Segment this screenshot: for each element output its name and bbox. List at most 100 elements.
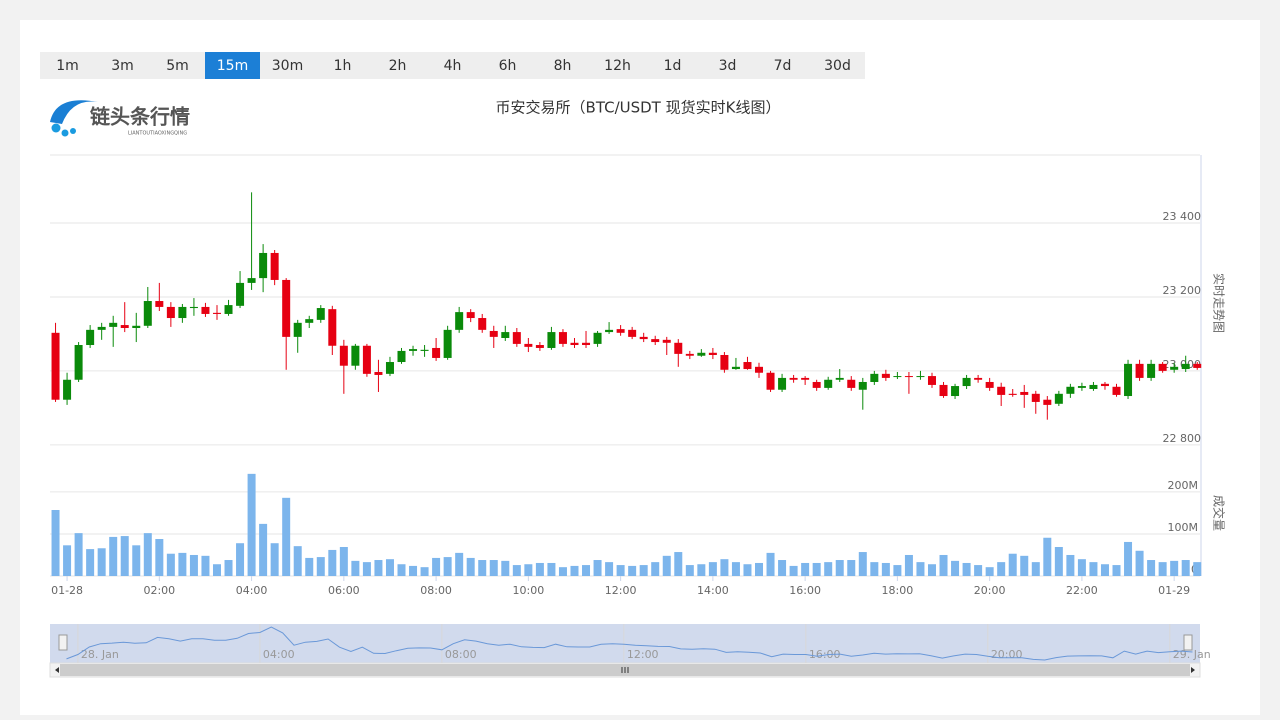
timeframe-label[interactable]: 30d [824, 58, 851, 74]
candle-body [1112, 386, 1121, 395]
candle-body [547, 332, 556, 348]
volume-bar [489, 560, 498, 576]
timeframe-label[interactable]: 2h [389, 58, 407, 74]
volume-bar [443, 557, 452, 576]
timeframe-button[interactable] [370, 52, 425, 79]
timeframe-label[interactable]: 15m [217, 58, 248, 74]
timeframe-button[interactable] [95, 52, 150, 79]
volume-bar [708, 562, 717, 576]
candle-body [397, 350, 406, 363]
timeframe-label[interactable]: 5m [166, 58, 189, 74]
volume-bar [132, 545, 141, 576]
timeframe-button[interactable] [315, 52, 370, 79]
volume-bar [997, 562, 1006, 576]
candle-body [1066, 386, 1075, 394]
volume-bar [397, 564, 406, 576]
timeframe-label[interactable]: 8h [554, 58, 572, 74]
navigator: 28. Jan 04:00 08:00 12:00 16:00 20:00 29. Jan [66, 624, 1211, 663]
volume-bar [236, 543, 245, 576]
volume-bar [1112, 565, 1121, 576]
candle-body [120, 325, 129, 329]
candle-body [455, 312, 464, 330]
volume-tick-label: 100M [1168, 521, 1199, 534]
timeframe-button[interactable] [425, 52, 480, 79]
candle-body [109, 322, 118, 327]
candle-body [951, 386, 960, 397]
candle-body [189, 306, 198, 309]
navigator-handle[interactable] [1183, 634, 1193, 651]
candle-body [466, 312, 475, 319]
candle-body [201, 306, 210, 314]
candle-body [731, 366, 740, 370]
timeframe-button[interactable] [40, 52, 95, 79]
timeframe-label[interactable]: 30m [272, 58, 303, 74]
volume-bar [362, 562, 371, 576]
candle-body [328, 309, 337, 346]
timeframe-label[interactable]: 12h [604, 58, 631, 74]
timeframe-label[interactable]: 1d [664, 58, 682, 74]
volume-bar [305, 557, 314, 576]
candle-body [628, 329, 637, 337]
volume-bar [904, 554, 913, 576]
x-tick-label: 14:00 [697, 584, 729, 597]
candle-body [1100, 383, 1109, 387]
timeframe-button[interactable] [150, 52, 205, 79]
timeframe-label[interactable]: 1m [56, 58, 79, 74]
timeframe-label[interactable]: 3d [719, 58, 737, 74]
candle-body [824, 379, 833, 388]
volume-bar [628, 565, 637, 576]
timeframe-button[interactable] [590, 52, 645, 79]
volume-bar [1020, 555, 1029, 576]
timeframe-button[interactable] [535, 52, 590, 79]
candle-body [270, 252, 279, 280]
logo: 链头条行情 LIANTOUTIAOXINGQING [50, 100, 190, 137]
volume-bar [570, 565, 579, 576]
volume-bar [847, 560, 856, 576]
candle-body [835, 377, 844, 380]
candle-body [939, 384, 948, 397]
timeframe-button[interactable] [260, 52, 315, 79]
timeframe-button[interactable] [205, 52, 260, 79]
timeframe-label[interactable]: 6h [499, 58, 517, 74]
timeframe-button[interactable] [755, 52, 810, 79]
volume-bar [858, 552, 867, 576]
timeframe-button[interactable] [700, 52, 755, 79]
timeframe-label[interactable]: 1h [334, 58, 352, 74]
volume-bar [927, 564, 936, 576]
candle-body [385, 362, 394, 374]
volume-bar [697, 564, 706, 576]
volume-bar [582, 565, 591, 576]
timeframe-label[interactable]: 7d [774, 58, 792, 74]
candle-body [766, 372, 775, 390]
candle-body [1077, 386, 1086, 388]
volume-bar [155, 539, 164, 576]
timeframe-label[interactable]: 4h [444, 58, 462, 74]
candle-body [63, 379, 72, 400]
x-tick-label: 01-28 [51, 584, 83, 597]
candle-body [812, 381, 821, 388]
x-tick-label: 06:00 [328, 584, 360, 597]
timeframe-label[interactable]: 3m [111, 58, 134, 74]
volume-bar [985, 567, 994, 576]
volume-bar [651, 562, 660, 576]
scrollbar-grip [621, 667, 629, 673]
timeframe-button[interactable] [645, 52, 700, 79]
candle-body [1135, 363, 1144, 378]
candle-body [1031, 393, 1040, 402]
volume-bar [109, 536, 118, 576]
candle-body [155, 301, 164, 307]
timeframe-button[interactable] [810, 52, 865, 79]
navigator-handle[interactable] [58, 634, 68, 651]
candle-body [97, 326, 106, 330]
candle-body [582, 342, 591, 346]
volume-bar [1089, 562, 1098, 576]
navigator-tick-label: 04:00 [263, 648, 295, 661]
candle-body [1147, 363, 1156, 378]
timeframe-button[interactable] [480, 52, 535, 79]
candle-body [916, 376, 925, 378]
logo-dot [70, 128, 76, 134]
candle-body [247, 278, 256, 283]
volume-bar [743, 564, 752, 576]
volume-bar [939, 554, 948, 576]
volume-bar [374, 560, 383, 576]
